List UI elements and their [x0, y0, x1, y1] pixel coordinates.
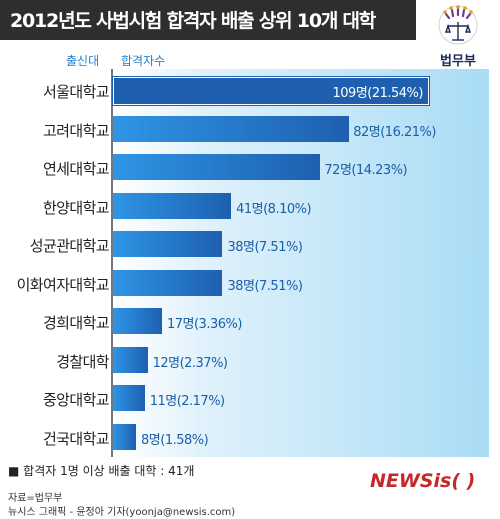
data-label: 8명(1.58%)	[141, 432, 209, 448]
bar	[113, 346, 148, 373]
data-label: 38명(7.51%)	[227, 278, 303, 294]
bullet-icon: ■	[8, 464, 24, 478]
bar	[113, 308, 162, 334]
category-label: 경찰대학	[56, 352, 109, 371]
category-label: 성균관대학교	[29, 237, 110, 255]
chart-title: 2012년도 사법시험 합격자 배출 상위 10개 대학	[10, 10, 376, 32]
category-label: 이화여자대학교	[16, 275, 110, 294]
category-label: 중앙대학교	[42, 391, 110, 409]
category-label: 서울대학교	[42, 83, 110, 101]
data-label: 82명(16.21%)	[353, 124, 436, 140]
category-label: 한양대학교	[42, 198, 110, 217]
column-header-university: 출신대	[66, 54, 100, 68]
data-label: 12명(2.37%)	[152, 355, 228, 371]
bar	[113, 192, 232, 219]
category-label: 연세대학교	[42, 160, 110, 178]
title-bar: 2012년도 사법시험 합격자 배출 상위 10개 대학	[0, 0, 416, 40]
logo-text: 법무부	[440, 54, 476, 69]
source-text: 자료=법무부	[8, 493, 63, 504]
bar	[113, 423, 137, 450]
bar	[113, 77, 429, 105]
bar	[113, 269, 223, 296]
footnote-text: 합격자 1명 이상 배출 대학 : 41개	[23, 464, 195, 478]
footnote: ■ 합격자 1명 이상 배출 대학 : 41개	[8, 462, 194, 479]
category-label: 고려대학교	[42, 121, 110, 140]
bar	[113, 231, 223, 257]
data-label: 72명(14.23%)	[324, 163, 408, 178]
data-label: 11명(2.17%)	[149, 394, 225, 409]
bar	[113, 154, 321, 180]
data-label: 109명(21.54%)	[332, 86, 424, 101]
data-label: 38명(7.51%)	[227, 240, 303, 255]
category-label: 건국대학교	[42, 429, 110, 448]
bar	[113, 385, 145, 411]
ministry-logo: 법무부	[416, 0, 500, 78]
data-label: 41명(8.10%)	[236, 201, 312, 217]
newsis-logo: NEWSis( )	[370, 470, 476, 492]
category-label: 경희대학교	[42, 314, 110, 332]
ministry-seal-icon	[438, 5, 478, 45]
data-label: 17명(3.36%)	[166, 317, 242, 332]
bar	[113, 115, 350, 142]
credit-text: 뉴시스 그래픽 - 윤정아 기자(yoonja@newsis.com)	[8, 507, 236, 518]
column-header-count: 합격자수	[121, 54, 166, 68]
